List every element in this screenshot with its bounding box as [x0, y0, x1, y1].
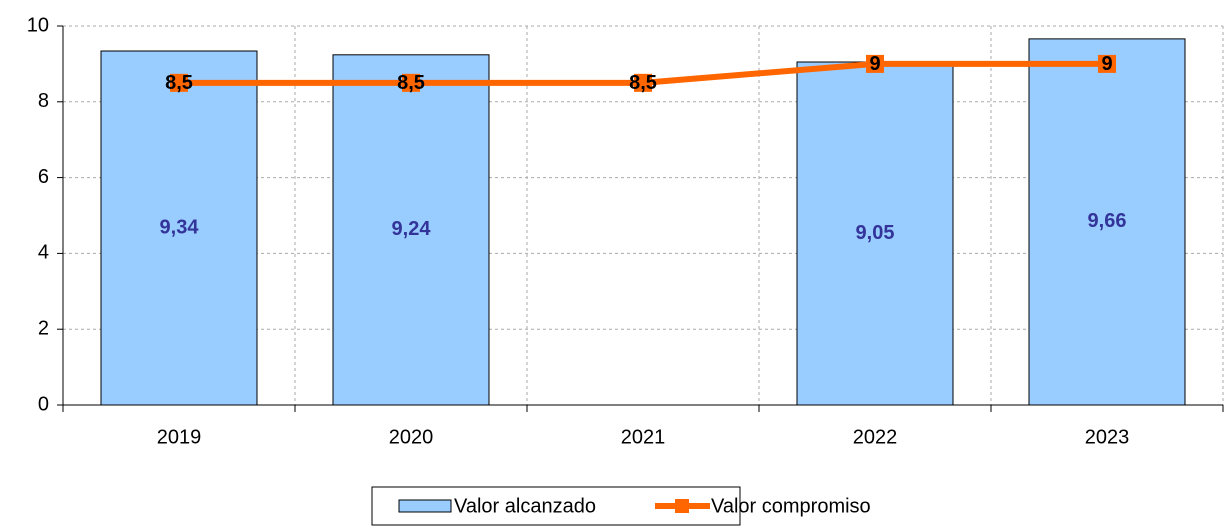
line-marker: [402, 73, 420, 92]
bar-value-label: 9,05: [856, 222, 895, 244]
y-tick-label: 2: [38, 317, 49, 339]
x-tick-label: 2021: [621, 426, 666, 448]
line-marker: [170, 73, 188, 92]
y-tick-label: 6: [38, 166, 49, 188]
line-value-label: 8,5: [629, 72, 657, 94]
bar: [100, 50, 258, 406]
line-value-label: 9: [1101, 53, 1112, 75]
line-marker: [634, 73, 652, 92]
legend-swatch: [398, 499, 452, 513]
x-tick-label: 2023: [1085, 426, 1130, 448]
bar: [1028, 38, 1186, 406]
y-tick-label: 10: [27, 14, 49, 36]
x-tick-label: 2019: [157, 426, 202, 448]
y-tick-label: 8: [38, 90, 49, 112]
y-tick-label: 4: [38, 242, 49, 264]
x-tick-label: 2020: [389, 426, 434, 448]
bar: [332, 54, 490, 406]
bar-value-label: 9,66: [1088, 210, 1127, 232]
line-value-label: 8,5: [165, 72, 193, 94]
x-tick-label: 2022: [853, 426, 898, 448]
line-marker: [1098, 54, 1116, 73]
line-value-label: 8,5: [397, 72, 425, 94]
line-value-label: 9: [869, 53, 880, 75]
bar-value-label: 9,24: [392, 218, 432, 240]
line-marker: [866, 54, 884, 73]
legend-label: Valor alcanzado: [454, 495, 596, 517]
legend-swatch: [675, 499, 689, 513]
legend-label: Valor compromiso: [711, 495, 871, 517]
bar-value-label: 9,34: [160, 216, 200, 238]
y-tick-label: 0: [38, 393, 49, 415]
